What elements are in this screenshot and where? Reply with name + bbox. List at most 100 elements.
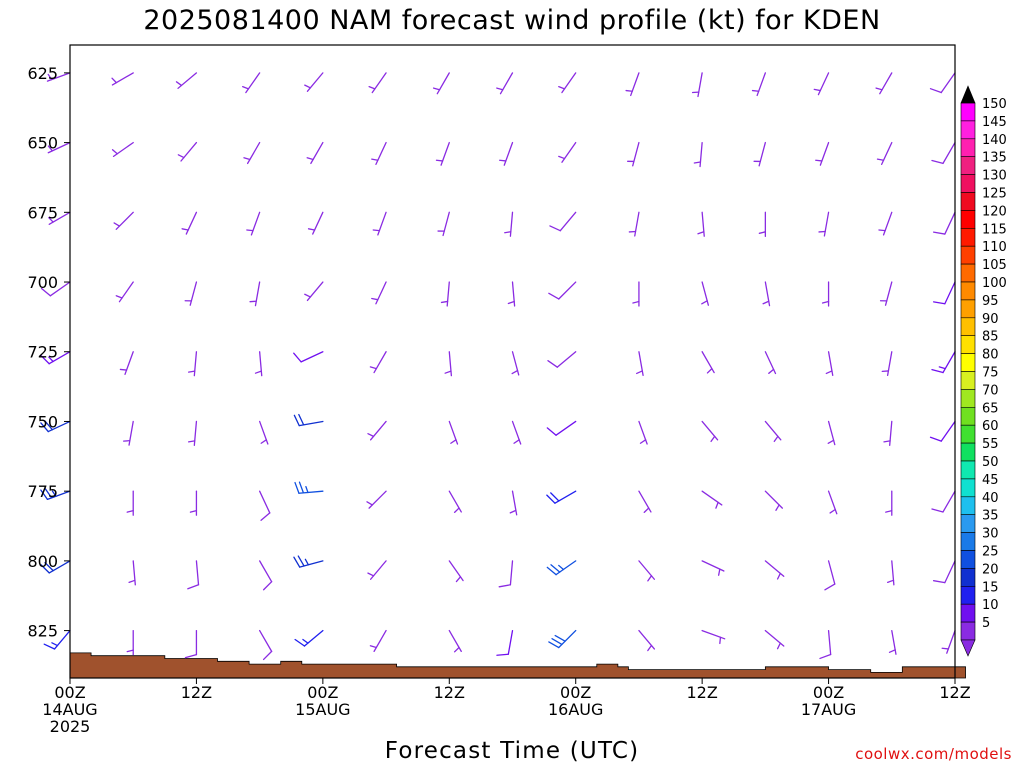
barb-staff [49, 281, 71, 297]
color-legend-label: 125 [982, 187, 1007, 202]
wind-barb [701, 420, 719, 443]
color-legend-label: 150 [982, 97, 1007, 112]
wind-barb [819, 629, 832, 660]
barb-staff [436, 72, 450, 95]
barb-staff [258, 560, 273, 583]
wind-barb [369, 351, 387, 374]
barb-half-feather [821, 300, 830, 304]
color-legend-max-arrow [960, 85, 976, 104]
barb-half-feather [126, 510, 134, 513]
color-legend-swatch [960, 210, 976, 229]
wind-barb [878, 211, 893, 236]
barb-half-feather [305, 485, 309, 494]
barb-half-feather [775, 504, 780, 511]
barb-half-feather [128, 579, 136, 583]
barb-full-feather [929, 88, 942, 94]
wind-barb [886, 560, 895, 586]
barb-staff [180, 141, 198, 162]
barb-staff [823, 211, 830, 237]
barb-full-feather [554, 634, 566, 642]
x-tick-label: 12Z [181, 683, 212, 702]
barb-full-feather [297, 555, 305, 567]
wind-barb [187, 560, 200, 590]
wind-barb [304, 72, 324, 92]
barb-half-feather [885, 510, 893, 513]
x-tick-label: 12Z [434, 683, 465, 702]
wind-barb [632, 281, 640, 307]
barb-half-feather [302, 638, 309, 644]
barb-staff [827, 560, 836, 585]
barb-half-feather [260, 439, 267, 444]
barb-full-feather [260, 512, 271, 521]
wind-barb [883, 420, 893, 447]
wind-barb [638, 560, 656, 582]
barb-half-feather [242, 85, 250, 90]
wind-barb [758, 211, 767, 237]
barb-half-feather [509, 509, 517, 514]
color-legend-label: 35 [982, 509, 999, 524]
barb-full-feather [546, 494, 556, 504]
wind-barb [547, 351, 577, 368]
barb-staff [632, 141, 640, 167]
barb-full-feather [932, 231, 946, 235]
x-tick-label: 12Z [939, 683, 970, 702]
x-tick-label: 17AUG [801, 700, 856, 719]
barb-full-feather [262, 581, 273, 591]
wind-barb [177, 141, 198, 162]
y-axis: 625 650 675 700 725 750 775 800 825 [27, 64, 70, 641]
wind-barb [128, 560, 136, 586]
wind-barb [753, 141, 767, 167]
barb-staff [112, 141, 134, 158]
barb-staff [375, 281, 387, 305]
barb-half-feather [371, 158, 379, 161]
barb-half-feather [175, 81, 183, 87]
barb-full-feather [931, 508, 944, 513]
wind-barb [40, 420, 71, 433]
barb-staff [827, 629, 832, 656]
color-legend-label: 40 [982, 491, 999, 506]
wind-barb [825, 351, 834, 377]
barb-half-feather [440, 300, 449, 304]
barb-staff [245, 72, 261, 94]
color-legend-label: 45 [982, 473, 999, 488]
barb-half-feather [304, 558, 310, 566]
wind-barb [691, 72, 703, 98]
wind-barb [701, 281, 710, 306]
wind-barb [931, 490, 956, 513]
barb-staff [446, 281, 450, 307]
color-legend-swatch [960, 120, 976, 140]
barb-half-feather [111, 149, 118, 155]
y-tick-label: 825 [27, 622, 58, 641]
barb-half-feather [47, 73, 53, 81]
wind-barb [879, 281, 893, 306]
wind-barb [511, 351, 520, 376]
barb-half-feather [888, 649, 896, 653]
barb-full-feather [40, 355, 50, 365]
wind-barb [181, 211, 198, 235]
terrain-fill [69, 652, 966, 679]
wind-barb [888, 629, 897, 655]
barb-full-feather [293, 556, 301, 568]
y-tick-label: 625 [27, 64, 58, 83]
barb-staff [561, 141, 577, 163]
barb-staff [701, 490, 723, 506]
color-legend-swatch [960, 621, 976, 641]
barb-half-feather [47, 145, 53, 152]
wind-barb [249, 281, 261, 307]
wind-barb [187, 351, 198, 377]
barb-half-feather [643, 507, 650, 514]
wind-barb [258, 420, 269, 445]
color-legend-swatch [960, 585, 976, 605]
barb-full-feather [184, 653, 198, 659]
barb-half-feather [647, 575, 653, 582]
barb-staff [701, 560, 725, 572]
color-legend-swatch [960, 263, 976, 283]
barb-staff [940, 420, 956, 442]
barb-half-feather [697, 231, 705, 235]
wind-barb [885, 490, 893, 516]
barb-staff [699, 141, 703, 168]
barb-half-feather [51, 490, 57, 497]
barb-full-feather [548, 641, 560, 649]
barb-staff [634, 211, 640, 237]
